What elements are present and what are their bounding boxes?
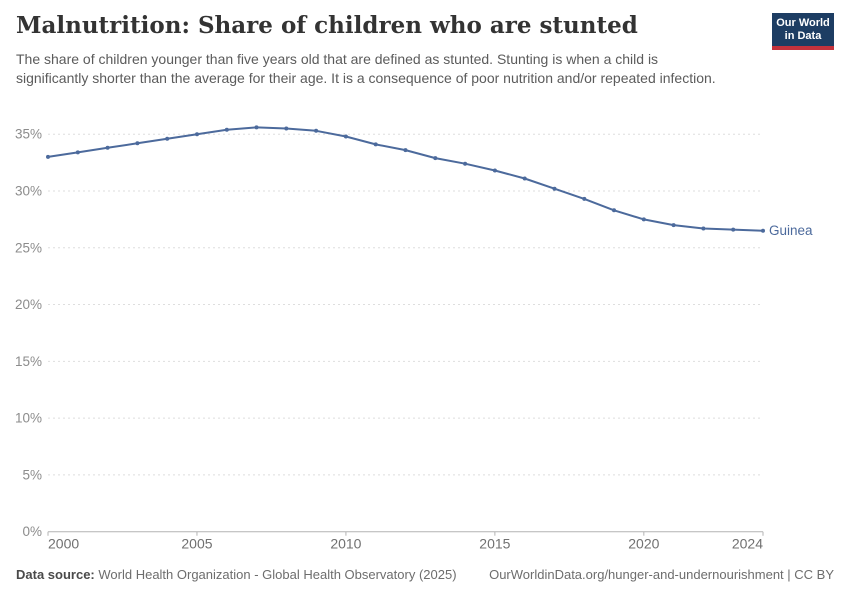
x-axis-tick-label: 2000 (48, 536, 79, 552)
page-title: Malnutrition: Share of children who are … (16, 12, 638, 39)
data-point (314, 128, 319, 133)
data-source: Data source: World Health Organization -… (16, 567, 457, 582)
data-source-value: World Health Organization - Global Healt… (98, 567, 457, 582)
data-source-label: Data source: (16, 567, 95, 582)
y-axis-tick-label: 25% (15, 240, 42, 255)
data-point (373, 142, 378, 147)
y-axis-tick-label: 0% (22, 524, 42, 539)
data-point (522, 176, 527, 181)
data-point (75, 150, 80, 155)
y-axis-tick-label: 10% (15, 411, 42, 426)
data-point (433, 156, 438, 161)
data-point (105, 145, 110, 150)
x-axis-tick-label: 2010 (330, 536, 361, 552)
y-axis-tick-label: 30% (15, 183, 42, 198)
series-end-label: Guinea (769, 223, 813, 238)
data-point (612, 208, 616, 213)
data-point (761, 228, 765, 233)
y-axis-tick-label: 20% (15, 297, 42, 312)
x-axis-tick-label: 2020 (628, 536, 659, 552)
data-point (403, 148, 408, 153)
chart-footer: Data source: World Health Organization -… (16, 567, 834, 582)
x-axis-tick-label: 2005 (181, 536, 212, 552)
data-point (701, 226, 706, 231)
data-point (224, 127, 229, 132)
y-axis-tick-label: 35% (15, 127, 42, 142)
data-point (195, 132, 199, 137)
data-point (671, 223, 676, 228)
data-point (552, 186, 557, 191)
data-point (165, 136, 170, 141)
data-point (582, 196, 587, 201)
owid-logo-accent-bar (772, 46, 834, 50)
data-point (284, 126, 289, 131)
series-line (47, 126, 764, 232)
owid-logo-box: Our World in Data (772, 13, 834, 46)
data-point (254, 125, 259, 130)
x-axis-tick-label: 2015 (479, 536, 510, 552)
citation-link[interactable]: OurWorldinData.org/hunger-and-undernouri… (489, 567, 834, 582)
data-point (492, 168, 497, 173)
data-point (463, 161, 468, 166)
data-point (731, 227, 736, 232)
owid-logo[interactable]: Our World in Data (772, 13, 834, 50)
y-axis-tick-label: 15% (15, 354, 42, 369)
owid-logo-line1: Our World (776, 17, 830, 29)
owid-logo-line2: in Data (784, 30, 822, 42)
data-point (343, 134, 348, 139)
data-point (135, 141, 140, 146)
page-subtitle: The share of children younger than five … (16, 51, 716, 86)
x-axis-tick-label: 2024 (732, 536, 763, 552)
data-point (641, 217, 646, 222)
y-axis-tick-label: 5% (22, 467, 42, 482)
data-point (46, 154, 50, 159)
